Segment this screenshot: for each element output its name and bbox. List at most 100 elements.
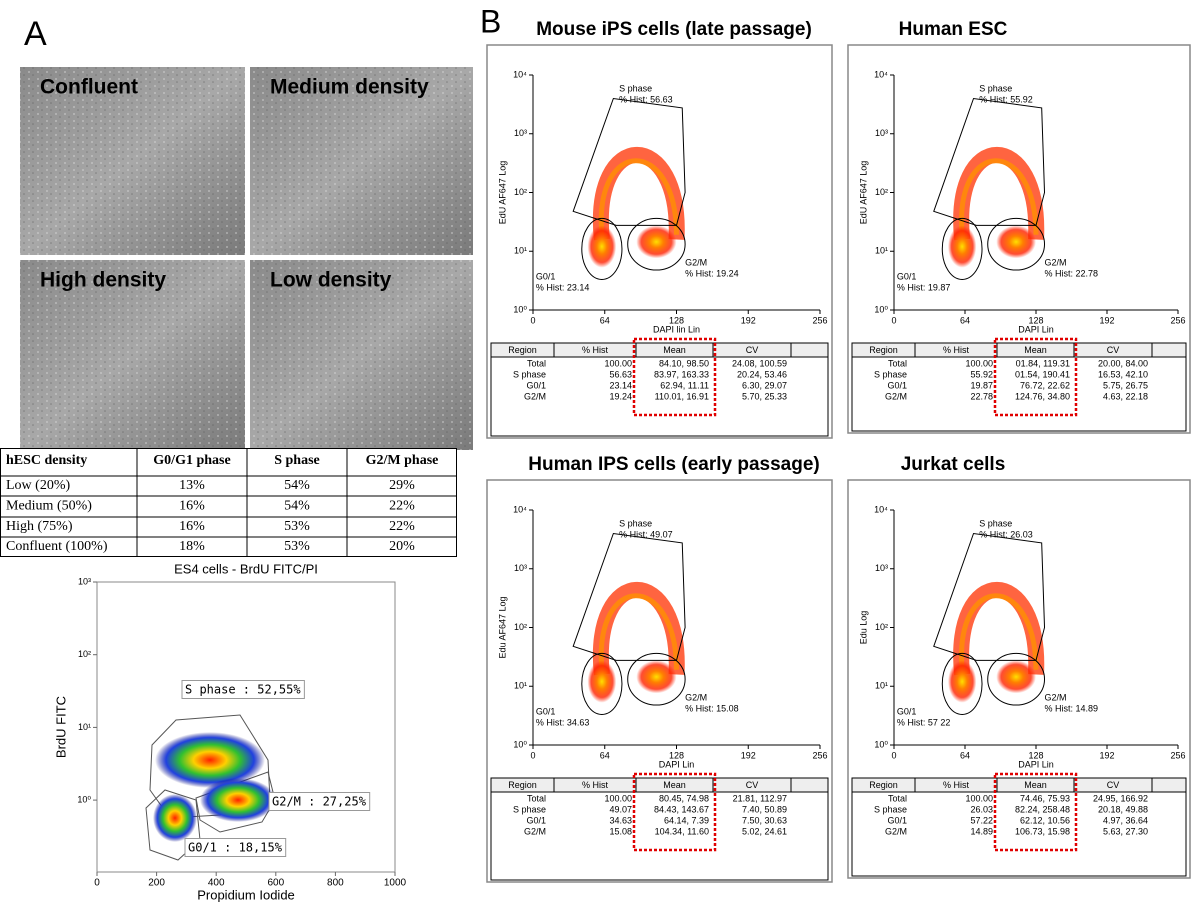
- table-cell: G0/1: [526, 815, 546, 825]
- x-tick-label: 64: [600, 750, 610, 760]
- micrograph-texture: [20, 67, 245, 255]
- x-tick-label: 256: [1170, 315, 1185, 325]
- table-header: Region: [869, 345, 898, 355]
- y-axis-label: EdU AF647 Log: [497, 161, 507, 225]
- x-tick-label: 200: [148, 878, 165, 889]
- y-tick-label: 10²: [514, 622, 527, 632]
- table-cell: 84.10, 98.50: [659, 358, 709, 368]
- table-cell: 100.00: [604, 793, 632, 803]
- y-tick-label: 10²: [875, 187, 888, 197]
- table-cell: G2/M: [885, 391, 907, 401]
- gate-label: % Hist: 19.87: [897, 282, 951, 292]
- table-cell: 14.89: [970, 826, 993, 836]
- table-cell: 7.50, 30.63: [742, 815, 787, 825]
- x-tick-label: 600: [267, 878, 284, 889]
- table-cell: 100.00: [965, 358, 993, 368]
- gate: [627, 652, 686, 706]
- y-tick-label: 10⁰: [874, 739, 888, 749]
- x-tick-label: 800: [327, 878, 344, 889]
- gate-label: G2/M: [685, 692, 707, 702]
- table-cell: 54%: [284, 478, 310, 493]
- y-tick-label: 10⁴: [513, 504, 527, 514]
- stats-header: [851, 342, 1187, 358]
- table-cell: 20.24, 53.46: [737, 369, 787, 379]
- table-header: S phase: [274, 453, 320, 468]
- table-cell: 57.22: [970, 815, 993, 825]
- table-cell: 20.18, 49.88: [1098, 804, 1148, 814]
- gate-label: S phase: [619, 518, 652, 528]
- stats-table: [851, 777, 1187, 877]
- gate-label: G2/M: [685, 257, 707, 267]
- x-tick-label: 0: [94, 878, 100, 889]
- table-cell: G0/1: [887, 815, 907, 825]
- image-label: Confluent: [40, 76, 138, 99]
- x-tick-label: 1000: [384, 878, 407, 889]
- image-label: Low density: [270, 269, 392, 292]
- table-cell: Total: [888, 793, 907, 803]
- cell-cluster: [996, 225, 1036, 259]
- table-cell: G2/M: [524, 391, 546, 401]
- cell-cluster: [587, 660, 617, 703]
- gate-label: % Hist: 26.03: [979, 529, 1033, 539]
- table-cell: 22.78: [970, 391, 993, 401]
- x-tick-label: 192: [1099, 315, 1114, 325]
- plot-title: Human ESC: [899, 19, 1008, 40]
- table-header: G0/G1 phase: [153, 453, 230, 468]
- table-cell: 23.14: [609, 380, 632, 390]
- table-cell: 22%: [389, 519, 415, 534]
- gate-label: % Hist: 23.14: [536, 282, 590, 292]
- gate-label: % Hist: 56.63: [619, 94, 673, 104]
- highlight-box: [993, 337, 1078, 417]
- gate-label: S phase : 52,55%: [185, 683, 301, 697]
- table-cell: 64.14, 7.39: [664, 815, 709, 825]
- y-tick-label: 10¹: [875, 681, 888, 691]
- gate: [941, 652, 983, 715]
- table-cell: 34.63: [609, 815, 632, 825]
- cell-cluster: [947, 660, 977, 703]
- x-tick-label: 192: [741, 750, 756, 760]
- table-cell: 24.95, 166.92: [1093, 793, 1148, 803]
- x-tick-label: 128: [1028, 315, 1043, 325]
- plot-title: Jurkat cells: [901, 454, 1006, 475]
- y-tick-label: 10³: [514, 128, 527, 138]
- table-header: Mean: [663, 345, 686, 355]
- x-axis-label: Propidium Iodide: [197, 887, 295, 902]
- table-cell: 24.08, 100.59: [732, 358, 787, 368]
- table-header: % Hist: [943, 780, 970, 790]
- table-cell: S phase: [874, 804, 907, 814]
- x-axis-label: DAPI Lin: [659, 759, 695, 769]
- cell-cluster: [947, 225, 977, 268]
- gate: [572, 97, 686, 226]
- gate: [572, 532, 686, 661]
- gate: [581, 217, 623, 280]
- y-tick-label: 10⁰: [874, 304, 888, 314]
- x-tick-label: 400: [208, 878, 225, 889]
- stats-header: [490, 777, 829, 793]
- y-tick-label: 10²: [514, 187, 527, 197]
- table-cell: 16.53, 42.10: [1098, 369, 1148, 379]
- x-tick-label: 0: [530, 315, 535, 325]
- table-cell: S phase: [513, 804, 546, 814]
- table-cell: G2/M: [885, 826, 907, 836]
- table-cell: 55.92: [970, 369, 993, 379]
- table-border: [0, 448, 457, 557]
- table-cell: 53%: [284, 539, 310, 554]
- gate: [195, 771, 276, 833]
- gate-label: S phase: [619, 83, 652, 93]
- x-tick-label: 64: [600, 315, 610, 325]
- table-cell: 104.34, 11.60: [655, 826, 709, 836]
- cell-cloud: [598, 158, 679, 236]
- gate-label: % Hist: 49.07: [619, 529, 673, 539]
- table-header: hESC density: [6, 453, 87, 468]
- y-tick-label: 10³: [514, 563, 527, 573]
- micrograph-texture: [20, 260, 245, 450]
- table-cell: 49.07: [609, 804, 632, 814]
- table-cell: 5.75, 26.75: [1103, 380, 1148, 390]
- table-cell: 62.12, 10.56: [1020, 815, 1070, 825]
- table-cell: 19.87: [970, 380, 993, 390]
- gate-label: G2/M : 27,25%: [272, 795, 367, 809]
- x-tick-label: 128: [1028, 750, 1043, 760]
- highlight-box: [632, 772, 717, 852]
- x-tick-label: 256: [1170, 750, 1185, 760]
- x-tick-label: 128: [669, 750, 684, 760]
